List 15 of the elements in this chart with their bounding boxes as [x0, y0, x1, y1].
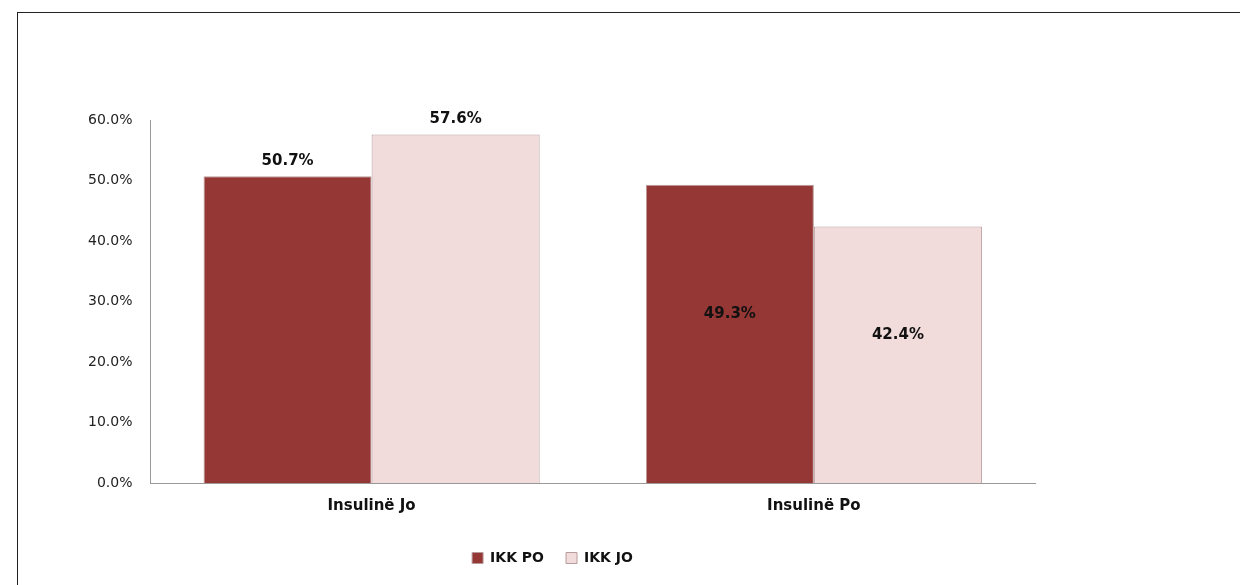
y-tick-label: 40.0% [87, 231, 133, 248]
data-label: 50.7% [261, 150, 314, 169]
data-label: 49.3% [703, 303, 756, 322]
y-tick-label: 50.0% [87, 171, 133, 188]
y-tick-label: 0.0% [96, 473, 133, 490]
x-tick-label: Insulinë Po [767, 495, 861, 514]
data-label: 42.4% [871, 324, 924, 343]
y-tick-label: 20.0% [87, 352, 133, 369]
y-tick-label: 10.0% [87, 413, 133, 430]
legend-label: IKK JO [584, 548, 634, 565]
y-tick-label: 60.0% [87, 110, 133, 127]
data-label: 57.6% [429, 108, 482, 127]
x-tick-label: Insulinë Jo [327, 495, 416, 514]
legend-label: IKK PO [490, 548, 545, 565]
y-tick-label: 30.0% [87, 292, 133, 309]
